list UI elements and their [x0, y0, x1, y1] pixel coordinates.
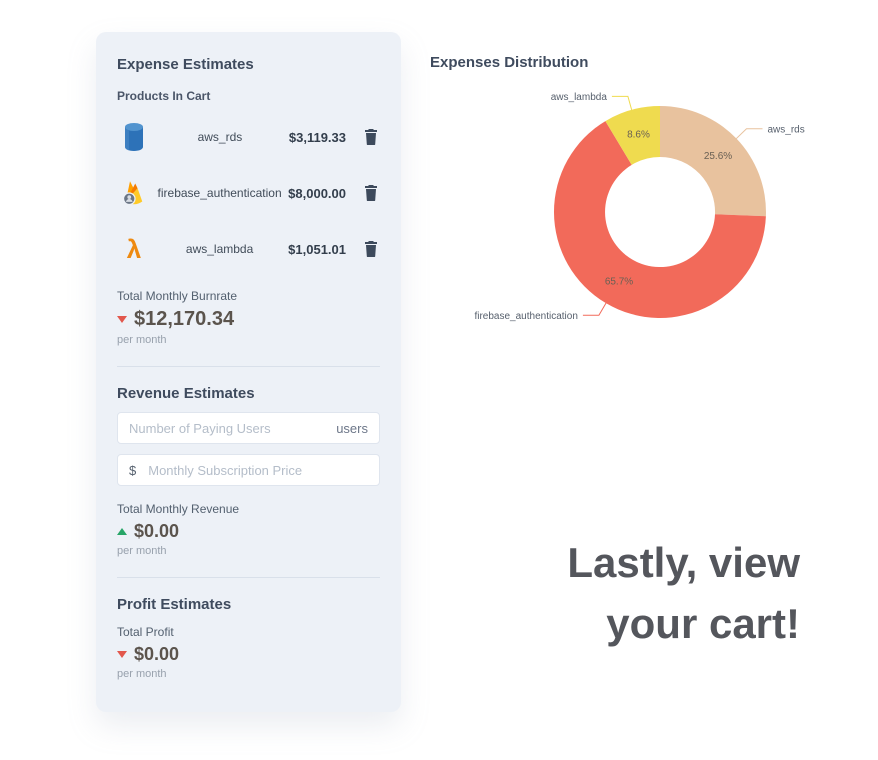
- tagline-line2: your cart!: [606, 599, 800, 647]
- revenue-period: per month: [117, 545, 167, 557]
- trash-icon[interactable]: [362, 127, 380, 147]
- label-line: [611, 95, 633, 111]
- avatar-badge-icon: [122, 192, 136, 206]
- triangle-down-icon: [117, 316, 127, 323]
- cart-item-aws-lambda: λ aws_lambda $1,051.01: [117, 223, 380, 275]
- tagline: Lastly, view your cart!: [567, 533, 800, 655]
- divider: [117, 366, 380, 367]
- profit-value-row: $0.00: [117, 644, 380, 665]
- divider: [117, 577, 380, 578]
- burnrate-period: per month: [117, 334, 167, 346]
- profit-value: $0.00: [134, 644, 180, 664]
- subscription-price-input-row: $: [117, 454, 380, 486]
- burnrate-value-row: $12,170.34: [117, 308, 380, 331]
- slice-name-label: aws_rds: [768, 124, 805, 135]
- cart-item-firebase: firebase_authentication $8,000.00: [117, 167, 380, 219]
- slice-percent-label: 25.6%: [704, 151, 732, 162]
- paying-users-input-row: users: [117, 412, 380, 444]
- cart-list: aws_rds $3,119.33: [117, 111, 380, 275]
- label-line: [582, 302, 607, 316]
- revenue-value-row: $0.00: [117, 521, 380, 542]
- cart-item-price: $1,051.01: [288, 241, 346, 257]
- aws-rds-icon: [117, 120, 151, 154]
- expenses-distribution-title: Expenses Distribution: [430, 54, 589, 71]
- revenue-label: Total Monthly Revenue: [117, 502, 240, 516]
- slice-name-label: firebase_authentication: [474, 311, 577, 322]
- revenue-value: $0.00: [134, 521, 180, 541]
- burnrate-value: $12,170.34: [134, 308, 235, 330]
- expense-panel: Expense Estimates Products In Cart aws_r…: [96, 32, 401, 712]
- revenue-estimates-heading: Revenue Estimates: [117, 385, 255, 402]
- profit-period: per month: [117, 668, 167, 680]
- trash-icon[interactable]: [362, 239, 380, 259]
- pie-slice-aws_rds[interactable]: [660, 106, 766, 217]
- triangle-up-icon: [117, 528, 127, 535]
- cart-item-price: $8,000.00: [288, 185, 346, 201]
- profit-label: Total Profit: [117, 625, 174, 639]
- paying-users-input[interactable]: [129, 420, 329, 436]
- products-in-cart-label: Products In Cart: [117, 89, 211, 103]
- firebase-icon: [117, 176, 151, 210]
- pie-slice-aws_lambda[interactable]: [605, 105, 660, 165]
- trash-icon[interactable]: [362, 183, 380, 203]
- slice-name-label: aws_lambda: [551, 92, 608, 103]
- cart-item-price: $3,119.33: [288, 129, 346, 145]
- label-line: [735, 128, 763, 140]
- cart-item-name: firebase_authentication: [157, 186, 282, 200]
- aws-lambda-icon: λ: [126, 234, 142, 264]
- expenses-donut-chart: 25.6% aws_rds 65.7% firebase_authentication…: [430, 80, 850, 350]
- subscription-price-input[interactable]: [148, 462, 368, 478]
- profit-estimates-heading: Profit Estimates: [117, 596, 232, 613]
- pie-slice-firebase_authentication[interactable]: [553, 121, 766, 318]
- cart-item-name: aws_rds: [197, 130, 243, 144]
- triangle-down-icon: [117, 651, 127, 658]
- users-suffix-label: users: [336, 420, 368, 436]
- slice-percent-label: 8.6%: [627, 129, 650, 140]
- dollar-prefix-label: $: [129, 462, 137, 478]
- cart-item-aws-rds: aws_rds $3,119.33: [117, 111, 380, 163]
- tagline-line1: Lastly, view: [567, 539, 800, 586]
- expense-estimates-heading: Expense Estimates: [117, 56, 254, 73]
- slice-percent-label: 65.7%: [605, 276, 633, 287]
- cart-item-name: aws_lambda: [185, 242, 254, 256]
- burnrate-label: Total Monthly Burnrate: [117, 289, 238, 303]
